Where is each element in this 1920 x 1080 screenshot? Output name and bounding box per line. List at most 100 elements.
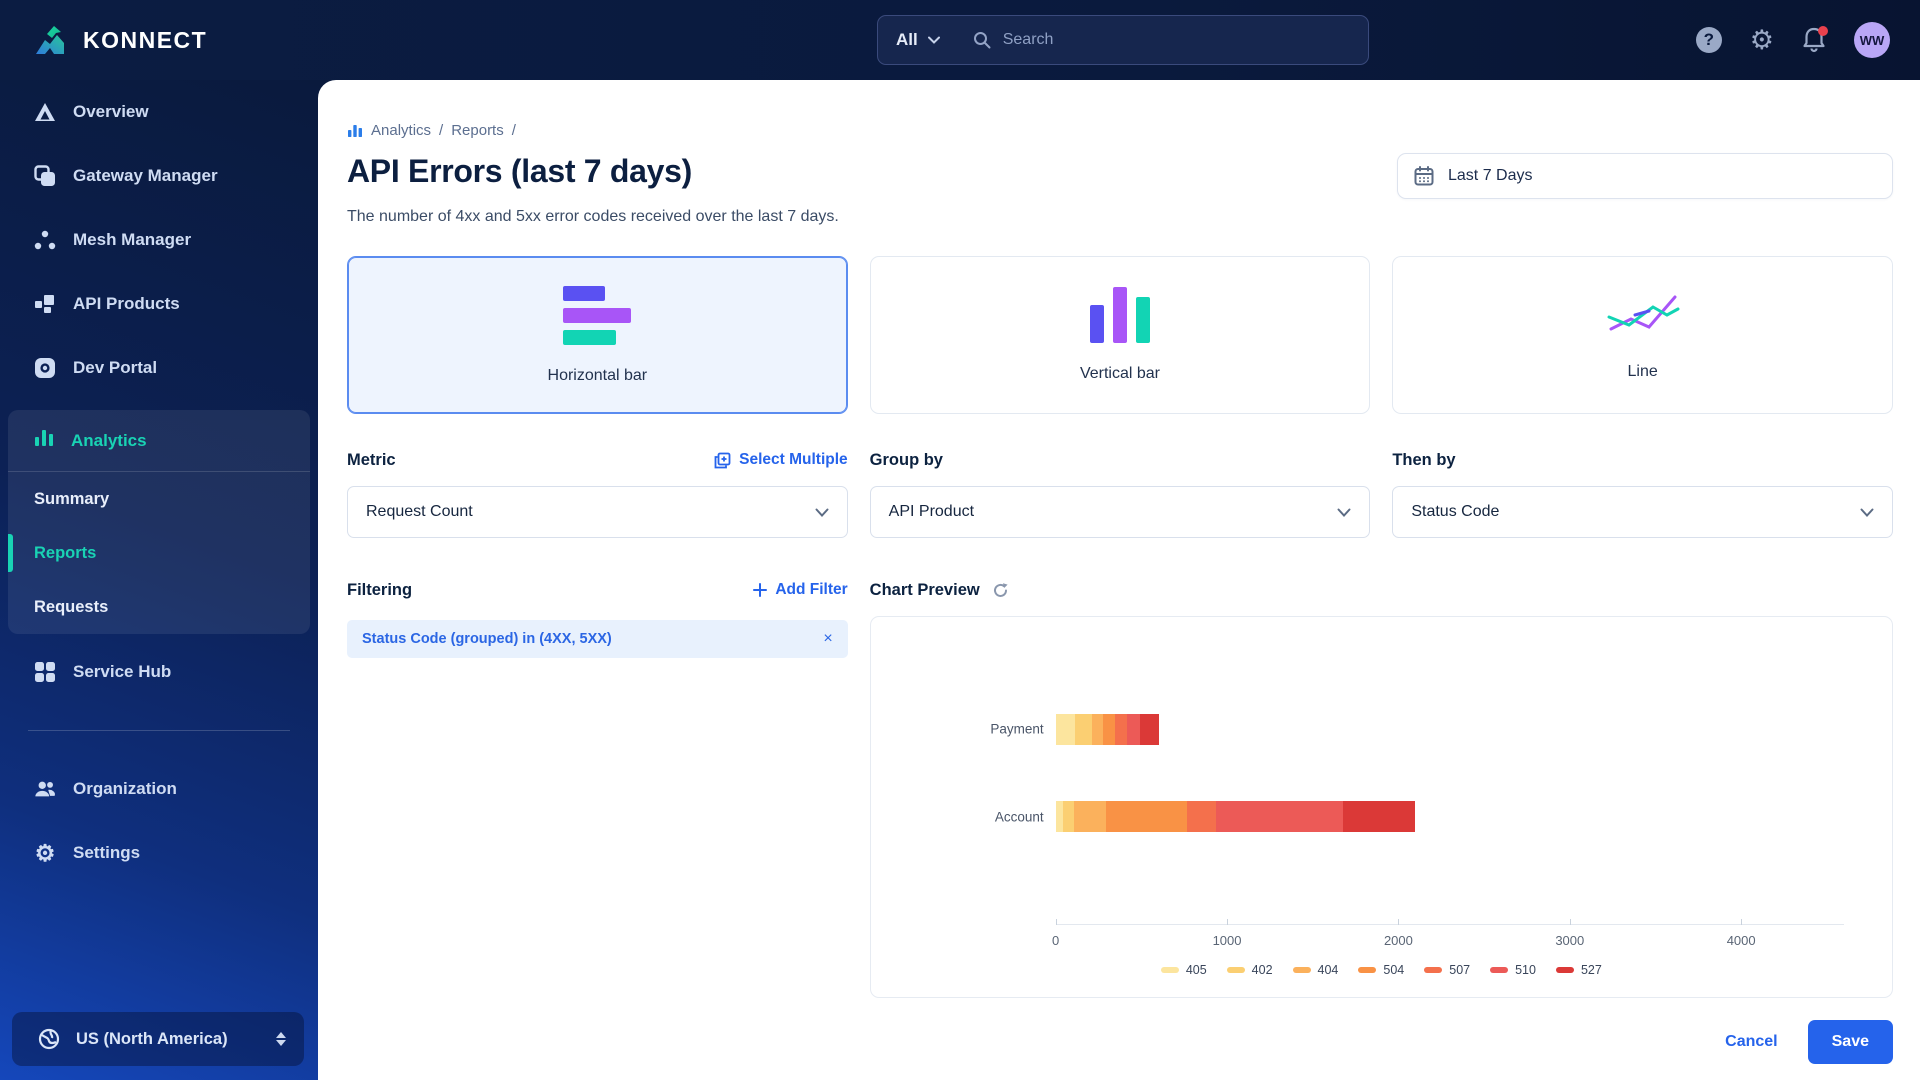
chart-preview-panel: Payment Account 0 1000 2000 3000 4000 405 402 4… — [869, 616, 1893, 998]
bar-segment — [1102, 713, 1115, 745]
legend-label: 402 — [1251, 963, 1273, 977]
plus-icon — [753, 583, 768, 597]
sidebar-item-label: Overview — [73, 102, 149, 121]
brand[interactable]: KONNECT — [30, 20, 207, 60]
sidebar-item-gateway-manager[interactable]: Gateway Manager — [0, 144, 318, 208]
legend-label: 507 — [1449, 963, 1471, 977]
bar-segment — [1186, 801, 1216, 833]
metric-select[interactable]: Request Count — [347, 486, 848, 538]
sidebar-item-dev-portal[interactable]: Dev Portal — [0, 336, 318, 400]
global-search[interactable]: All Search — [877, 15, 1369, 65]
chart-type-label: Line — [1627, 363, 1658, 380]
region-selector[interactable]: US (North America) — [12, 1012, 304, 1066]
sidebar-item-analytics[interactable]: Analytics — [8, 410, 310, 472]
metric-label: Metric — [347, 450, 396, 469]
legend-swatch — [1424, 967, 1443, 973]
cancel-button[interactable]: Cancel — [1725, 1033, 1778, 1050]
filter-chip-close-icon[interactable]: × — [823, 630, 833, 647]
filter-chip: Status Code (grouped) in (4XX, 5XX) × — [347, 620, 848, 658]
select-multiple-button[interactable]: Select Multiple — [714, 451, 848, 469]
sidebar-item-organization[interactable]: Organization — [0, 757, 318, 821]
axis-tick-label: 0 — [1052, 933, 1060, 948]
search-scope-dropdown[interactable]: All — [896, 30, 940, 50]
refresh-icon[interactable] — [992, 582, 1009, 599]
chart-row: Account — [995, 801, 1844, 833]
group-by-label: Group by — [869, 450, 943, 469]
chevron-down-icon — [927, 36, 940, 44]
chart-type-card-vertical-bar[interactable]: Vertical bar — [869, 256, 1371, 414]
legend-label: 504 — [1383, 963, 1405, 977]
sidebar-item-label: API Products — [73, 294, 180, 313]
axis-tick-label: 4000 — [1726, 933, 1756, 948]
axis-tick-mark — [1398, 919, 1400, 925]
axis-tick-mark — [1055, 919, 1057, 925]
mesh-manager-icon — [34, 230, 56, 250]
axis-tick-mark — [1227, 919, 1229, 925]
sidebar-item-api-products[interactable]: API Products — [0, 272, 318, 336]
service-hub-icon — [34, 661, 56, 683]
sidebar-divider — [28, 730, 290, 731]
legend-item: 507 — [1424, 963, 1470, 977]
sidebar-item-summary[interactable]: Summary — [8, 472, 310, 526]
chart-type-card-line[interactable]: Line — [1392, 256, 1893, 414]
then-by-select[interactable]: Status Code — [1392, 486, 1893, 538]
filter-chip-text: Status Code (grouped) in (4XX, 5XX) — [362, 631, 612, 647]
line-chart-icon — [1607, 295, 1680, 331]
breadcrumb-separator: / — [511, 122, 516, 139]
sidebar-item-reports[interactable]: Reports — [8, 526, 310, 580]
then-by-value: Status Code — [1411, 503, 1500, 520]
sidebar-item-service-hub[interactable]: Service Hub — [0, 640, 318, 704]
bar-segment — [1074, 801, 1107, 833]
save-button[interactable]: Save — [1807, 1020, 1893, 1064]
bar-segment — [1342, 801, 1416, 833]
globe-icon — [38, 1028, 60, 1050]
search-input[interactable]: Search — [1002, 31, 1054, 48]
analytics-icon — [34, 429, 54, 452]
axis-tick-label: 3000 — [1555, 933, 1585, 948]
bar-segment — [1074, 713, 1092, 745]
avatar[interactable]: WW — [1854, 22, 1890, 58]
legend-item: 402 — [1226, 963, 1273, 977]
date-range-picker[interactable]: Last 7 Days — [1397, 153, 1893, 199]
search-icon — [973, 32, 991, 49]
legend-label: 527 — [1580, 963, 1602, 977]
sidebar-item-overview[interactable]: Overview — [0, 80, 318, 144]
page-description: The number of 4xx and 5xx error codes re… — [347, 208, 839, 225]
legend-swatch — [1358, 967, 1377, 973]
breadcrumb-link-analytics[interactable]: Analytics — [371, 122, 432, 139]
sidebar-item-settings[interactable]: ⚙ Settings — [0, 821, 318, 885]
main-content: Analytics / Reports / API Errors (last 7… — [318, 80, 1920, 1080]
settings-gear-icon[interactable]: ⚙ — [1749, 24, 1774, 55]
overview-icon — [34, 102, 56, 122]
chart-category-label: Payment — [990, 721, 1044, 737]
page-title: API Errors (last 7 days) — [347, 153, 692, 189]
horizontal-bar-icon — [563, 285, 632, 345]
chart-x-axis: 0 1000 2000 3000 4000 — [1052, 919, 1844, 948]
gateway-manager-icon — [34, 165, 56, 187]
chevron-down-icon — [1337, 508, 1351, 517]
sidebar-item-label: Mesh Manager — [73, 230, 192, 249]
chart-legend: 405 402 404 504 507 510 527 — [871, 963, 1892, 977]
breadcrumb-link-reports[interactable]: Reports — [451, 122, 504, 139]
breadcrumb-chart-icon — [348, 124, 362, 137]
legend-label: 510 — [1515, 963, 1536, 977]
chart-type-card-horizontal-bar[interactable]: Horizontal bar — [347, 256, 848, 414]
sidebar-item-label: Requests — [34, 597, 109, 616]
bar-segment — [1126, 713, 1140, 745]
add-filter-button[interactable]: Add Filter — [753, 581, 848, 599]
axis-tick-label: 1000 — [1212, 933, 1242, 948]
group-by-select[interactable]: API Product — [869, 486, 1371, 538]
help-icon[interactable]: ? — [1695, 27, 1722, 53]
sidebar-item-label: Reports — [34, 543, 97, 562]
calendar-icon — [1414, 166, 1434, 186]
notifications-bell-icon[interactable] — [1802, 26, 1828, 53]
sidebar-item-label: Settings — [73, 843, 141, 862]
sidebar-item-requests[interactable]: Requests — [8, 580, 310, 634]
chevron-down-icon — [815, 508, 829, 517]
axis-tick-label: 2000 — [1383, 933, 1413, 948]
axis-tick-mark — [1741, 919, 1743, 925]
sidebar-item-label: Analytics — [71, 430, 147, 450]
chart-category-label: Account — [994, 809, 1044, 825]
sidebar-item-mesh-manager[interactable]: Mesh Manager — [0, 208, 318, 272]
select-multiple-icon — [714, 452, 731, 468]
